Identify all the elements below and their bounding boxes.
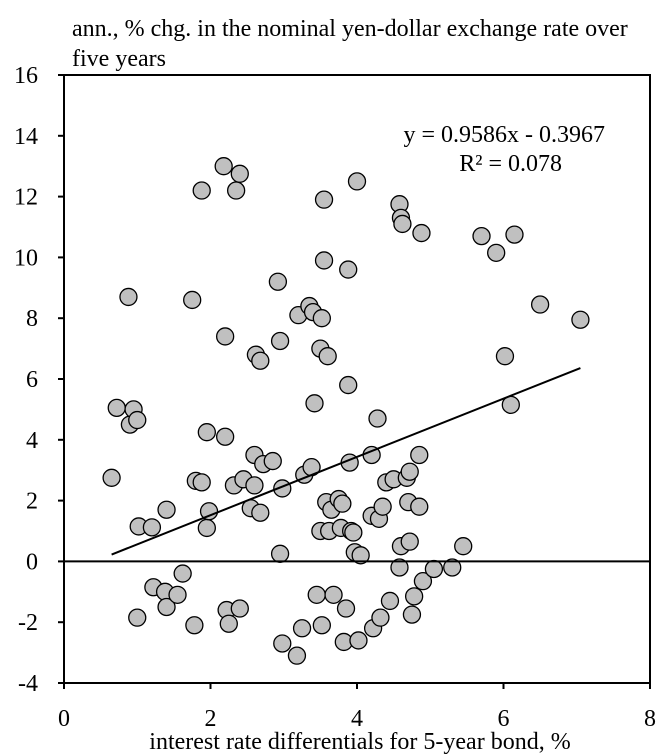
data-point [373,497,392,516]
data-point [443,558,462,577]
data-point [312,616,331,635]
data-point [251,503,270,522]
data-point [197,423,216,442]
x-axis-ticks: 0 2 4 6 8 [58,683,656,732]
data-point [263,451,282,471]
data-point [472,226,491,246]
y-tick-label: 6 [26,367,38,393]
data-point [268,272,288,291]
data-point [404,587,424,606]
data-point [312,309,331,328]
data-point [495,347,515,366]
y-tick-label: 12 [14,185,38,211]
data-point [192,473,211,492]
data-point [314,190,334,209]
data-point [215,427,235,446]
y-tick-label: 14 [14,124,38,150]
data-point [251,351,270,370]
x-tick-label: 6 [498,706,510,732]
data-point [454,537,473,556]
data-point [168,585,187,604]
data-point [412,223,431,243]
marker-layer [102,157,590,665]
x-tick-label: 4 [351,706,363,732]
data-point [292,619,312,638]
data-point [157,500,176,519]
data-point [305,394,324,413]
x-tick-label: 2 [205,706,217,732]
data-point [219,614,238,633]
data-point [402,605,422,624]
y-tick-label: -2 [18,610,38,636]
data-point [324,585,343,604]
data-point [128,410,147,430]
data-point [214,157,233,176]
data-point [413,572,433,591]
data-point [344,523,363,542]
data-point [368,409,387,428]
data-point [314,251,334,270]
x-tick-label: 0 [58,706,70,732]
data-point [410,497,429,516]
data-point [505,225,524,244]
x-axis-label: interest rate differentials for 5-year b… [149,729,570,754]
data-point [424,559,444,579]
data-point [351,546,370,565]
y-tick-label: 2 [26,489,38,515]
data-point [230,599,249,618]
data-point [371,608,390,627]
y-tick-label: 4 [26,428,38,454]
data-point [347,172,367,191]
y-tick-label: 0 [26,549,38,575]
data-point [380,591,400,611]
data-point [318,347,337,366]
data-point [339,260,358,279]
data-point [333,494,352,513]
data-point [183,290,202,310]
data-point [230,164,249,183]
data-point [107,398,126,418]
data-point [349,631,368,650]
data-point [287,646,307,665]
data-point [273,634,292,653]
data-point [307,585,326,604]
y-tick-label: 8 [26,306,38,332]
x-tick-label: 8 [644,706,656,732]
data-point [487,243,506,262]
data-point [119,287,138,307]
y-tick-label: 16 [14,63,38,89]
data-point [199,502,219,521]
data-point [226,181,246,200]
data-point [192,181,211,200]
data-point [128,608,147,627]
data-point [173,564,192,583]
data-point [197,518,216,538]
r-squared-label: R² = 0.078 [459,151,562,177]
data-point [339,375,358,395]
data-point [215,327,235,346]
data-point [102,468,121,487]
data-point [393,214,412,234]
data-point [157,597,176,617]
data-point [185,616,204,635]
data-point [400,462,419,481]
data-point [142,518,162,537]
data-point [410,445,429,465]
data-point [336,599,356,618]
data-point [270,331,290,351]
trendline-equation: y = 0.9586x - 0.3967 [403,122,605,148]
data-point [270,544,290,563]
data-point [390,558,409,577]
data-point [530,295,550,314]
data-point [400,532,419,551]
y-axis-ticks: -4 -2 0 2 4 6 8 10 12 14 16 [14,63,64,697]
chart-title: ann., % chg. in the nominal yen-dollar e… [72,16,628,72]
y-tick-label: -4 [18,671,38,697]
trendline [111,367,581,556]
data-point [571,310,590,329]
y-tick-label: 10 [14,245,38,271]
data-point [245,476,264,495]
